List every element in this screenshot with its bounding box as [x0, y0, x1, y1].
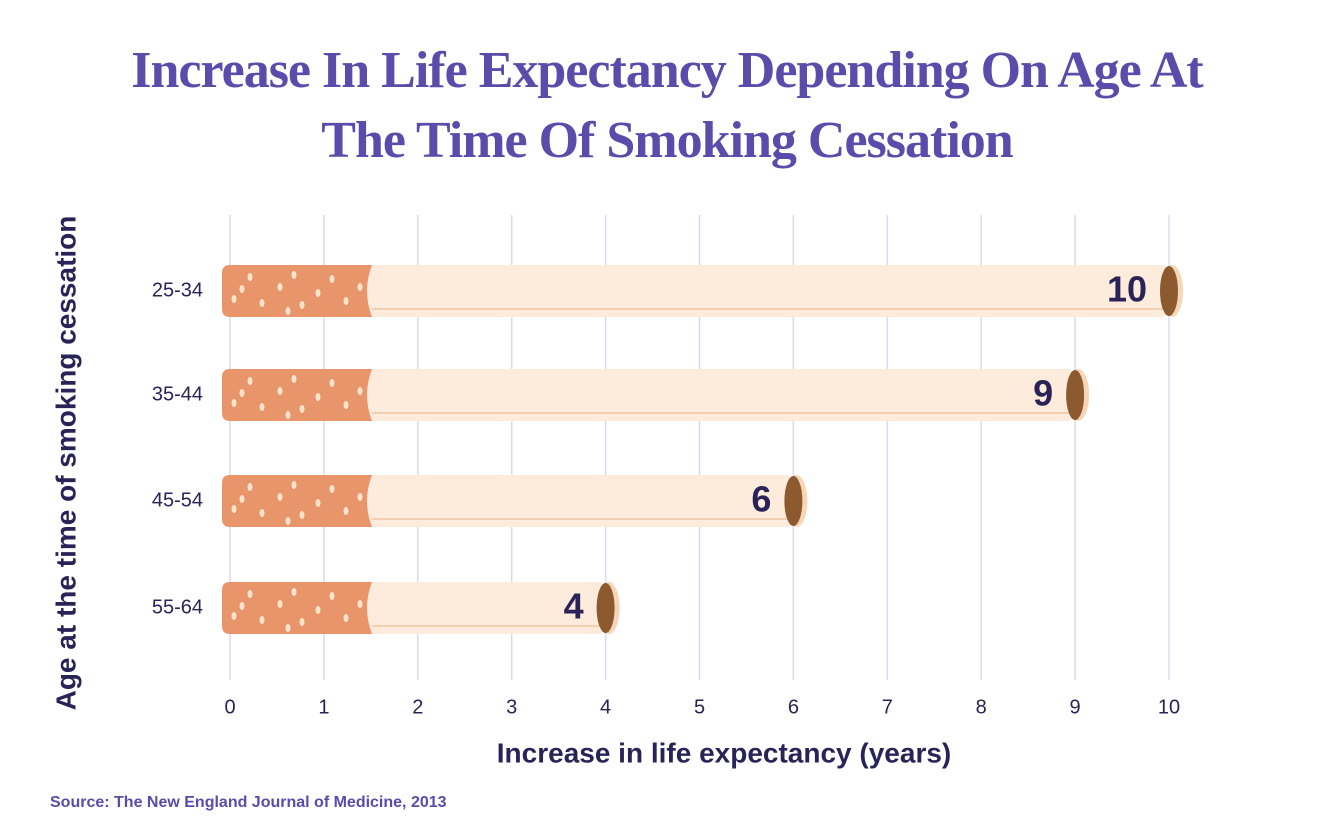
filter-spot: [259, 509, 265, 517]
filter-spot: [291, 481, 297, 489]
filter-spot: [277, 600, 283, 608]
filter-spot: [259, 403, 265, 411]
ash: [784, 476, 803, 526]
filter-spot: [285, 411, 291, 419]
chart-title: Increase In Life Expectancy Depending On…: [131, 42, 1204, 169]
filter-spot: [299, 405, 305, 413]
filter-spot: [329, 275, 335, 283]
filter-spot: [329, 592, 335, 600]
filter-spot: [259, 299, 265, 307]
x-tick-label: 1: [318, 696, 329, 718]
filter-spot: [343, 614, 349, 622]
x-axis-label: Increase in life expectancy (years): [497, 737, 951, 768]
filter-spot: [247, 377, 253, 385]
filter-spot: [239, 389, 245, 397]
filter-spot: [299, 511, 305, 519]
filter-spot: [315, 289, 321, 297]
value-label: 10: [1107, 269, 1147, 310]
filter-spot: [231, 295, 237, 303]
filter-spot: [299, 301, 305, 309]
x-tick-label: 3: [506, 696, 517, 718]
x-tick-label: 2: [412, 696, 423, 718]
filter-spot: [239, 285, 245, 293]
filter: [222, 475, 372, 527]
filter-spot: [343, 507, 349, 515]
source: Source: The New England Journal of Medic…: [50, 794, 447, 811]
filter-spot: [277, 283, 283, 291]
x-tick-label: 5: [694, 696, 705, 718]
filter-spot: [343, 297, 349, 305]
x-tick-label: 7: [882, 696, 893, 718]
filter-spot: [299, 618, 305, 626]
filter-spot: [247, 590, 253, 598]
x-tick-label: 9: [1070, 696, 1081, 718]
ash: [1160, 266, 1178, 316]
value-label: 6: [751, 479, 771, 520]
filter: [222, 369, 372, 421]
filter-spot: [277, 387, 283, 395]
bar: [222, 265, 1169, 317]
filter-spot: [291, 588, 297, 596]
ash: [596, 583, 615, 633]
ash: [1066, 370, 1085, 420]
x-tick-label: 4: [600, 696, 611, 718]
value-label: 4: [564, 586, 584, 627]
x-tick-label: 10: [1158, 696, 1180, 718]
filter-spot: [357, 493, 363, 501]
filter-spot: [329, 379, 335, 387]
y-tick-label: 35-44: [152, 383, 203, 405]
y-tick-label: 25-34: [152, 279, 203, 301]
filter-spot: [231, 612, 237, 620]
x-tick-label: 6: [788, 696, 799, 718]
filter-spot: [291, 375, 297, 383]
filter-spot: [357, 387, 363, 395]
filter-spot: [285, 624, 291, 632]
y-tick-label: 55-64: [152, 596, 203, 618]
filter-spot: [285, 517, 291, 525]
filter-spot: [247, 483, 253, 491]
x-tick-label: 0: [224, 696, 235, 718]
filter: [222, 265, 372, 317]
filter-spot: [315, 606, 321, 614]
filter-spot: [277, 493, 283, 501]
filter-spot: [285, 307, 291, 315]
filter-spot: [357, 283, 363, 291]
filter-spot: [315, 499, 321, 507]
filter-spot: [239, 495, 245, 503]
y-axis-label: Age at the time of smoking cessation: [50, 216, 81, 711]
filter-spot: [247, 273, 253, 281]
value-label: 9: [1033, 373, 1053, 414]
filter: [222, 582, 372, 634]
filter-spot: [329, 485, 335, 493]
bar: [222, 369, 1076, 421]
filter-spot: [291, 271, 297, 279]
filter-spot: [315, 393, 321, 401]
x-tick-label: 8: [976, 696, 987, 718]
filter-spot: [231, 505, 237, 513]
filter-spot: [239, 602, 245, 610]
filter-spot: [357, 600, 363, 608]
filter-spot: [343, 401, 349, 409]
filter-spot: [231, 399, 237, 407]
filter-spot: [259, 616, 265, 624]
y-tick-label: 45-54: [152, 489, 203, 511]
